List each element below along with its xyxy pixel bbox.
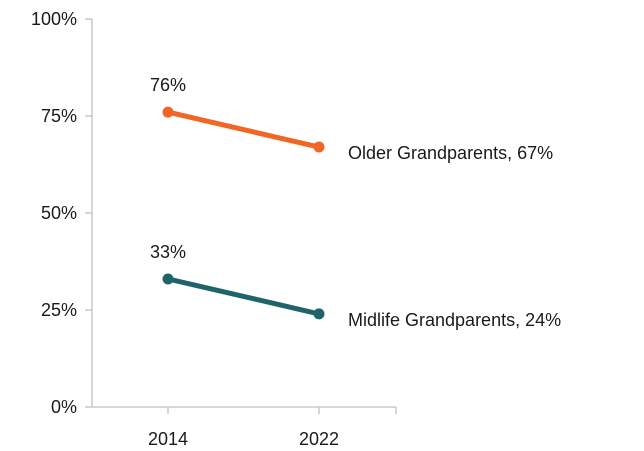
end-series-label: Older Grandparents, 67% <box>348 143 553 163</box>
start-value-label: 76% <box>150 75 186 95</box>
data-point <box>313 308 325 320</box>
data-point <box>162 106 174 118</box>
y-tick-label: 50% <box>41 203 77 223</box>
x-tick-label: 2014 <box>148 429 188 449</box>
y-tick-label: 100% <box>31 9 77 29</box>
y-tick-label: 25% <box>41 300 77 320</box>
x-tick-label: 2022 <box>299 429 339 449</box>
y-tick-label: 75% <box>41 106 77 126</box>
start-value-label: 33% <box>150 242 186 262</box>
series-line <box>165 109 322 150</box>
data-point <box>162 273 174 285</box>
data-point <box>313 141 325 153</box>
end-series-label: Midlife Grandparents, 24% <box>348 310 561 330</box>
series-midlife-grandparents: 33% Midlife Grandparents, 24% <box>150 242 561 330</box>
y-tick-label: 0% <box>51 397 77 417</box>
axes: 0% 25% 50% 75% 100% 2014 2022 <box>31 9 397 449</box>
series-older-grandparents: 76% Older Grandparents, 67% <box>150 75 553 163</box>
series-layer: 76% Older Grandparents, 67% 33% Midlife Gra… <box>150 75 561 330</box>
series-line <box>165 276 322 317</box>
